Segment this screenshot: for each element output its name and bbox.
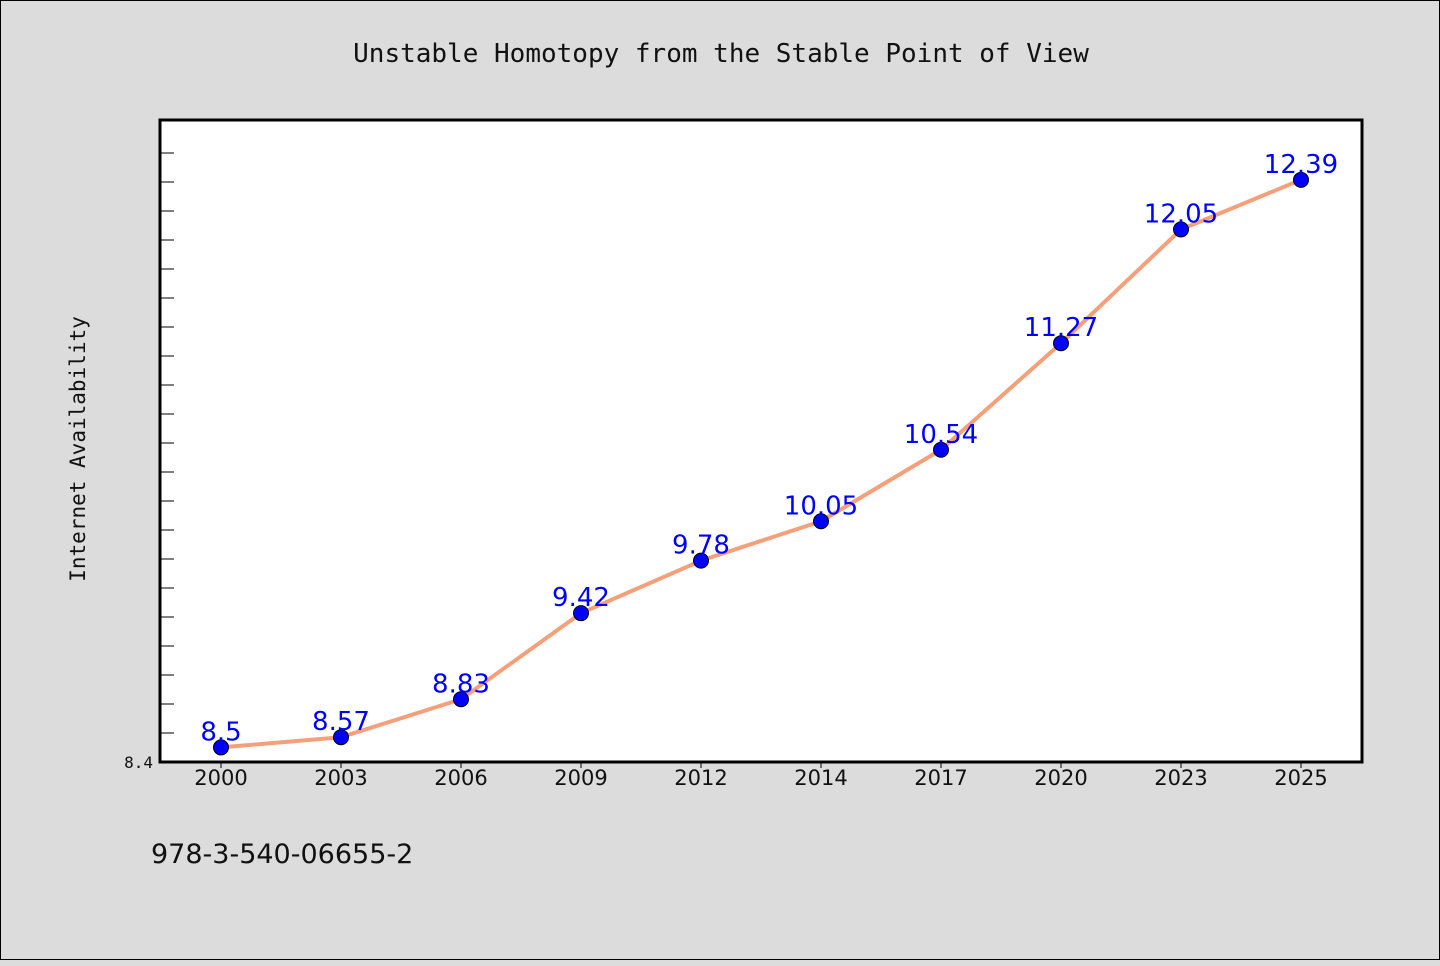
- x-axis-ticks: [220, 762, 1302, 768]
- plot-area: [158, 118, 1364, 764]
- x-tick-label: 2012: [674, 766, 727, 790]
- y-tick-label: 8.4: [124, 753, 153, 772]
- series-line-group: [219, 177, 1303, 750]
- x-tick-label: 2006: [434, 766, 487, 790]
- data-point: [813, 513, 829, 530]
- data-point: [693, 552, 709, 569]
- x-tick-label: 2017: [914, 766, 967, 790]
- data-label: 10.54: [904, 420, 978, 450]
- x-tick-label: 2009: [554, 766, 607, 790]
- x-tick-label: 2014: [794, 766, 847, 790]
- x-tick-label: 2025: [1274, 766, 1327, 790]
- series-line: [219, 177, 1303, 750]
- data-label: 9.78: [672, 531, 730, 561]
- y-axis-tick-labels: 8.4: [124, 753, 153, 772]
- data-labels: 8.5 8.57 8.83 9.42 9.78 10.05 10.54 11.27 12.05 1…: [200, 150, 1338, 748]
- data-point: [1293, 171, 1309, 188]
- y-axis-ticks: [160, 152, 174, 734]
- data-label: 8.5: [200, 717, 241, 747]
- x-axis-tick-labels: 2000 2003 2006 2009 2012 2014 2017 2020 2023 2025: [194, 766, 1327, 790]
- data-label: 11.27: [1024, 313, 1098, 343]
- data-label: 10.05: [784, 491, 858, 521]
- data-points: [213, 171, 1309, 756]
- data-point: [213, 739, 229, 756]
- data-label: 9.42: [552, 583, 610, 613]
- data-label: 8.83: [432, 669, 490, 699]
- data-label: 8.57: [312, 707, 370, 737]
- x-tick-label: 2000: [194, 766, 247, 790]
- x-tick-label: 2003: [314, 766, 367, 790]
- isbn-text: 978-3-540-06655-2: [151, 839, 413, 870]
- data-point: [1173, 221, 1189, 238]
- data-point: [933, 441, 949, 458]
- data-point: [573, 605, 589, 622]
- y-axis-label: Internet Availability: [66, 316, 90, 582]
- data-label: 12.05: [1144, 199, 1218, 229]
- x-tick-label: 2020: [1034, 766, 1087, 790]
- chart-title: Unstable Homotopy from the Stable Point …: [353, 39, 1089, 69]
- data-label: 12.39: [1264, 150, 1338, 180]
- x-tick-label: 2023: [1154, 766, 1207, 790]
- data-point: [1053, 335, 1069, 352]
- data-point: [453, 691, 469, 708]
- data-point: [333, 729, 349, 746]
